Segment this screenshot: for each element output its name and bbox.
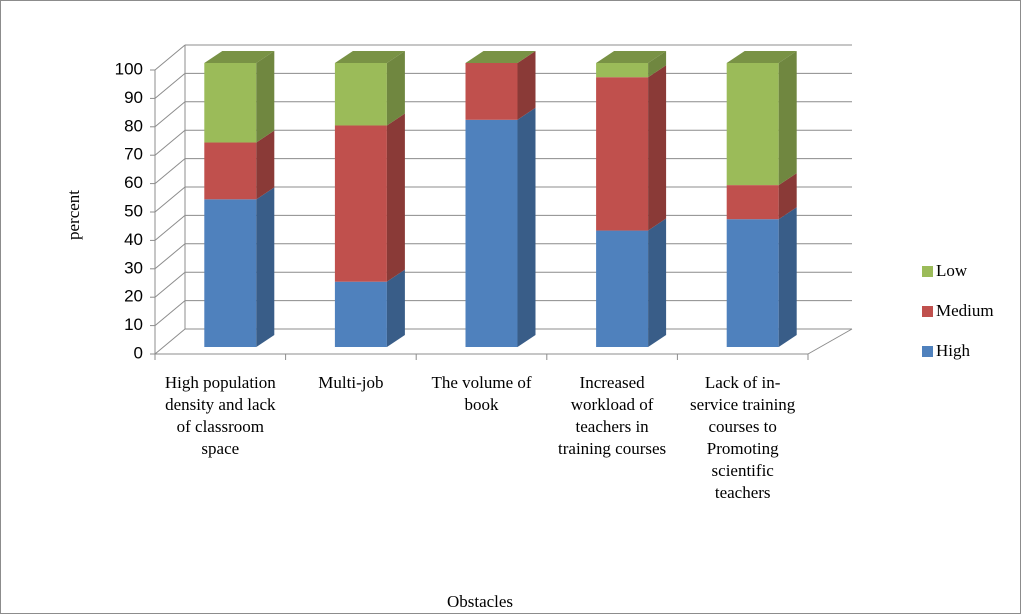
- bar-top: [726, 51, 797, 63]
- y-axis-label: percent: [64, 190, 83, 240]
- legend-label: Medium: [936, 301, 994, 320]
- x-tick-label: Increased workload of teachers in traini…: [558, 373, 667, 458]
- legend-swatch: [922, 306, 933, 317]
- bar-segment: [726, 185, 779, 220]
- bar-segment: [465, 63, 518, 120]
- bar-side: [256, 187, 275, 347]
- grid-line: [154, 73, 186, 99]
- y-tick-label: 0: [134, 343, 143, 362]
- grid-line: [154, 44, 186, 71]
- bar-segment: [465, 119, 518, 347]
- y-tick-label: 70: [124, 145, 143, 164]
- bar-top: [465, 51, 536, 63]
- y-tick-label: 30: [124, 258, 143, 277]
- y-tick-label: 10: [124, 315, 143, 334]
- bar-side: [517, 107, 536, 347]
- grid-line: [154, 215, 186, 241]
- bar-segment: [334, 281, 387, 347]
- x-tick-label: The volume of book: [431, 373, 532, 414]
- grid-line: [154, 300, 186, 326]
- bar-side: [386, 51, 405, 126]
- bar-side: [778, 173, 797, 220]
- grid-line: [154, 186, 186, 213]
- bar-side: [778, 207, 797, 347]
- legend-label: High: [936, 341, 971, 360]
- floor-edge: [807, 328, 853, 355]
- bar-side: [648, 51, 667, 78]
- bar-side: [386, 113, 405, 282]
- bar-segment: [334, 125, 387, 282]
- y-tick-label: 60: [124, 173, 143, 192]
- bar-segment: [204, 142, 257, 200]
- bar-segment: [726, 63, 779, 186]
- bar-top: [596, 51, 667, 63]
- bar-side: [648, 65, 667, 231]
- bar-side: [648, 218, 667, 347]
- y-tick-label: 80: [124, 116, 143, 135]
- y-tick-label: 50: [124, 201, 143, 220]
- grid-line: [154, 101, 186, 128]
- bar-side: [386, 269, 405, 347]
- bar-top: [204, 51, 275, 63]
- bar-side: [256, 51, 275, 143]
- bar-segment: [596, 77, 649, 231]
- grid-line: [154, 243, 186, 270]
- grid-line: [154, 271, 186, 298]
- bar-top: [334, 51, 405, 63]
- y-tick-label: 100: [115, 59, 143, 78]
- grid-line: [154, 158, 186, 184]
- legend-label: Low: [936, 261, 968, 280]
- y-tick-label: 20: [124, 287, 143, 306]
- x-axis-label: Obstacles: [447, 592, 513, 611]
- grid-line: [154, 328, 186, 355]
- bar-segment: [596, 63, 649, 78]
- bar-side: [256, 130, 275, 200]
- legend-swatch: [922, 266, 933, 277]
- y-tick-label: 90: [124, 88, 143, 107]
- y-tick-label: 40: [124, 230, 143, 249]
- bar-segment: [596, 230, 649, 347]
- bar-segment: [334, 63, 387, 126]
- bar-segment: [204, 63, 257, 143]
- x-tick-label: High population density and lack of clas…: [164, 373, 276, 458]
- grid-line: [154, 129, 186, 156]
- bar-segment: [204, 199, 257, 347]
- bar-side: [778, 51, 797, 186]
- x-tick-label: Lack of in-service training courses to P…: [690, 373, 796, 502]
- legend-swatch: [922, 346, 933, 357]
- bar-segment: [726, 219, 779, 347]
- bar-side: [517, 51, 536, 120]
- x-tick-label: Multi-job: [318, 373, 384, 392]
